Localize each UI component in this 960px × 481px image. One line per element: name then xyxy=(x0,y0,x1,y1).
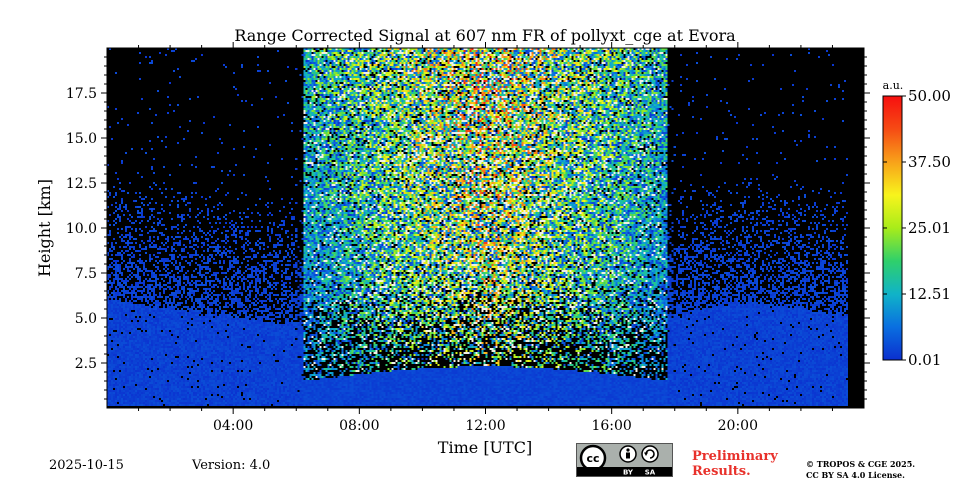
y-axis-label: Height [km] xyxy=(35,179,54,277)
x-tick-label: 20:00 xyxy=(718,418,758,434)
preliminary-line-2: Results. xyxy=(692,464,751,479)
y-tick-label: 2.5 xyxy=(75,356,97,372)
x-tick-label: 12:00 xyxy=(465,418,505,434)
colorbar: a.u. 0.01 12.51 25.01 37.50 50.00 xyxy=(882,79,951,369)
share-alike-icon xyxy=(641,445,659,463)
colorbar-tick-label: 12.51 xyxy=(908,285,951,303)
x-tick-label: 08:00 xyxy=(339,418,379,434)
x-axis: 04:00 08:00 12:00 16:00 20:00 xyxy=(138,42,833,434)
heatmap-image xyxy=(107,48,864,408)
copyright-line-1: © TROPOS & CGE 2025. xyxy=(806,459,916,469)
x-axis-label: Time [UTC] xyxy=(438,438,532,457)
preliminary-line-1: Preliminary xyxy=(692,449,778,464)
y-tick-label: 5.0 xyxy=(75,311,97,327)
cc-badge-graphic: cc BY SA xyxy=(577,444,672,476)
y-tick-label: 10.0 xyxy=(66,221,97,237)
svg-text:cc: cc xyxy=(586,452,599,465)
colorbar-tick-label: 37.50 xyxy=(908,153,951,171)
plot-area xyxy=(106,47,865,409)
attribution-person-icon xyxy=(619,445,637,463)
creative-commons-icon: cc xyxy=(579,444,607,472)
cc-by-label: BY xyxy=(623,469,634,477)
preliminary-results: Preliminary Results. xyxy=(692,449,778,479)
y-tick-label: 15.0 xyxy=(66,131,97,147)
copyright-notice: © TROPOS & CGE 2025. CC BY SA 4.0 Licens… xyxy=(806,459,915,481)
y-axis: 2.5 5.0 7.5 10.0 12.5 15.0 17.5 xyxy=(66,56,870,400)
colorbar-tick-label: 50.00 xyxy=(908,87,951,105)
copyright-line-2: CC BY SA 4.0 License. xyxy=(806,470,905,480)
colorbar-unit: a.u. xyxy=(883,79,904,92)
y-tick-label: 7.5 xyxy=(75,266,97,282)
chart-title: Range Corrected Signal at 607 nm FR of p… xyxy=(234,26,736,45)
cc-license-badge: cc BY SA xyxy=(576,443,673,477)
colorbar-tick-label: 0.01 xyxy=(908,351,941,369)
colorbar-tick-label: 25.01 xyxy=(908,219,951,237)
version-label: Version: 4.0 xyxy=(192,458,271,473)
y-tick-label: 17.5 xyxy=(66,86,97,102)
colorbar-ticks: 0.01 12.51 25.01 37.50 50.00 xyxy=(883,87,951,369)
x-tick-label: 16:00 xyxy=(591,418,631,434)
cc-sa-label: SA xyxy=(645,469,656,477)
date-label: 2025-10-15 xyxy=(49,458,124,473)
y-tick-label: 12.5 xyxy=(66,176,97,192)
x-tick-label: 04:00 xyxy=(213,418,253,434)
